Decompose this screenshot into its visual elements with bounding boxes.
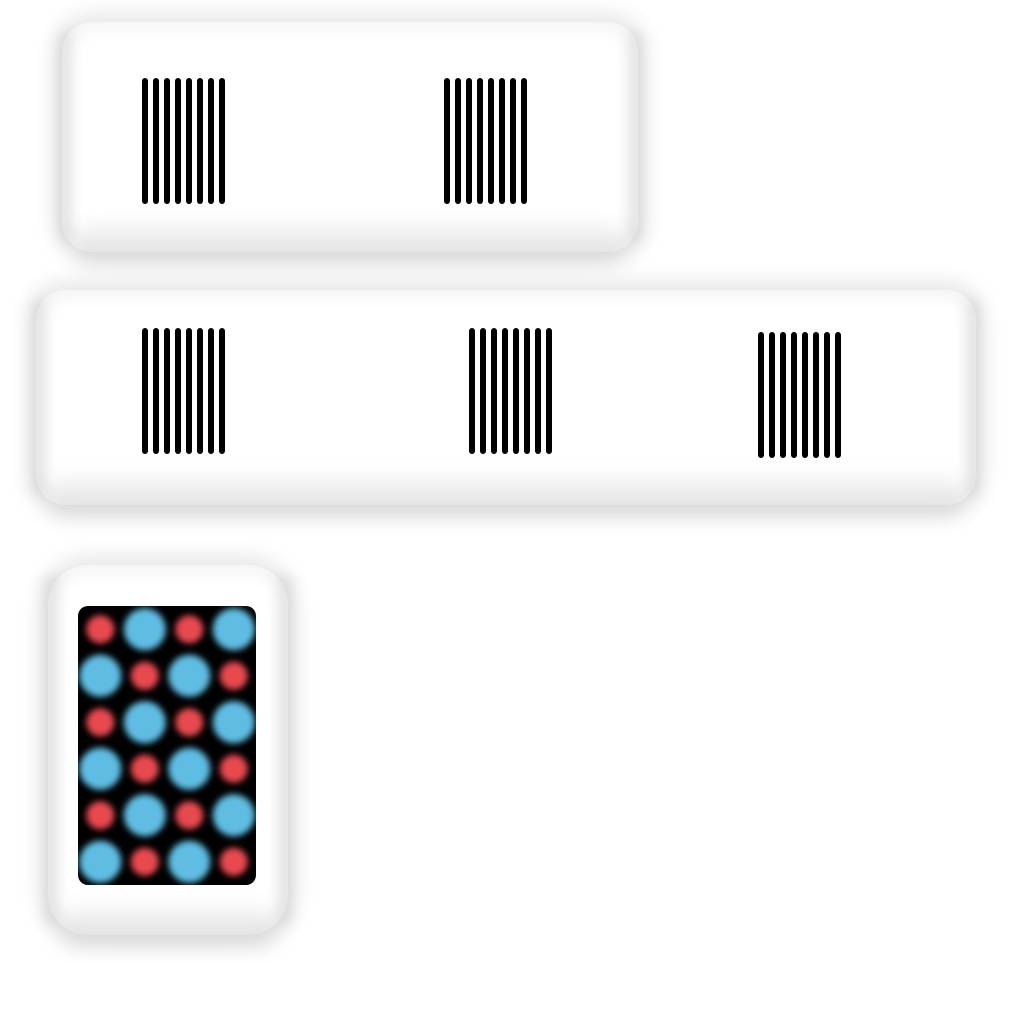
blue-dot (168, 747, 211, 790)
barcode-stripe (477, 78, 483, 204)
barcode-icon (142, 328, 225, 454)
barcode-stripe (153, 78, 159, 204)
panel-shadow (628, 32, 642, 242)
barcode-stripe (488, 78, 494, 204)
red-dot (86, 708, 115, 737)
blue-dot (212, 794, 255, 837)
red-dot (86, 801, 115, 830)
barcode-icon (469, 328, 552, 454)
barcode-stripe (197, 328, 203, 454)
barcode-stripe (164, 328, 170, 454)
barcode-stripe (466, 78, 472, 204)
barcode-stripe (208, 328, 214, 454)
barcode-stripe (510, 78, 516, 204)
barcode-stripe (208, 78, 214, 204)
panel-shadow (58, 909, 278, 949)
red-dot (175, 615, 204, 644)
red-dot (130, 754, 159, 783)
barcode-stripe (813, 332, 819, 458)
barcode-stripe (491, 328, 497, 454)
barcode-stripe (499, 78, 505, 204)
panel-shadow (46, 479, 966, 519)
barcode-stripe (175, 78, 181, 204)
red-dot (130, 661, 159, 690)
barcode-stripe (802, 332, 808, 458)
barcode-stripe (535, 328, 541, 454)
blue-dot (79, 840, 122, 883)
red-dot (175, 801, 204, 830)
dot-pattern-tile (78, 606, 256, 885)
red-dot (130, 847, 159, 876)
blue-dot (79, 654, 122, 697)
barcode-stripe (197, 78, 203, 204)
barcode-stripe (769, 332, 775, 458)
panel-shadow (966, 300, 980, 495)
barcode-stripe (142, 78, 148, 204)
barcode-stripe (521, 78, 527, 204)
red-dot (219, 847, 248, 876)
panel-shadow (278, 575, 292, 925)
barcode-stripe (546, 328, 552, 454)
barcode-stripe (219, 328, 225, 454)
panel-shadow (32, 300, 46, 495)
barcode-stripe (186, 78, 192, 204)
barcode-stripe (480, 328, 486, 454)
barcode-stripe (502, 328, 508, 454)
blue-dot (123, 608, 166, 651)
barcode-stripe (219, 78, 225, 204)
blue-dot (168, 654, 211, 697)
barcode-icon (758, 332, 841, 458)
red-dot (219, 661, 248, 690)
panel-shadow (44, 575, 58, 925)
barcode-stripe (142, 328, 148, 454)
barcode-icon (444, 78, 527, 204)
barcode-stripe (513, 328, 519, 454)
barcode-stripe (186, 328, 192, 454)
red-dot (86, 615, 115, 644)
barcode-stripe (824, 332, 830, 458)
blue-dot (123, 794, 166, 837)
red-dot (175, 708, 204, 737)
barcode-stripe (524, 328, 530, 454)
barcode-icon (142, 78, 225, 204)
blue-dot (79, 747, 122, 790)
blue-dot (212, 701, 255, 744)
barcode-stripe (835, 332, 841, 458)
barcode-stripe (175, 328, 181, 454)
barcode-stripe (791, 332, 797, 458)
barcode-stripe (164, 78, 170, 204)
red-dot (219, 754, 248, 783)
barcode-stripe (780, 332, 786, 458)
barcode-stripe (455, 78, 461, 204)
blue-dot (212, 608, 255, 651)
panel-shadow (58, 32, 72, 242)
blue-dot (123, 701, 166, 744)
barcode-stripe (153, 328, 159, 454)
blue-dot (168, 840, 211, 883)
dot-pattern-graphic (79, 608, 255, 883)
barcode-stripe (444, 78, 450, 204)
panel-shadow (72, 226, 628, 266)
barcode-stripe (469, 328, 475, 454)
barcode-stripe (758, 332, 764, 458)
